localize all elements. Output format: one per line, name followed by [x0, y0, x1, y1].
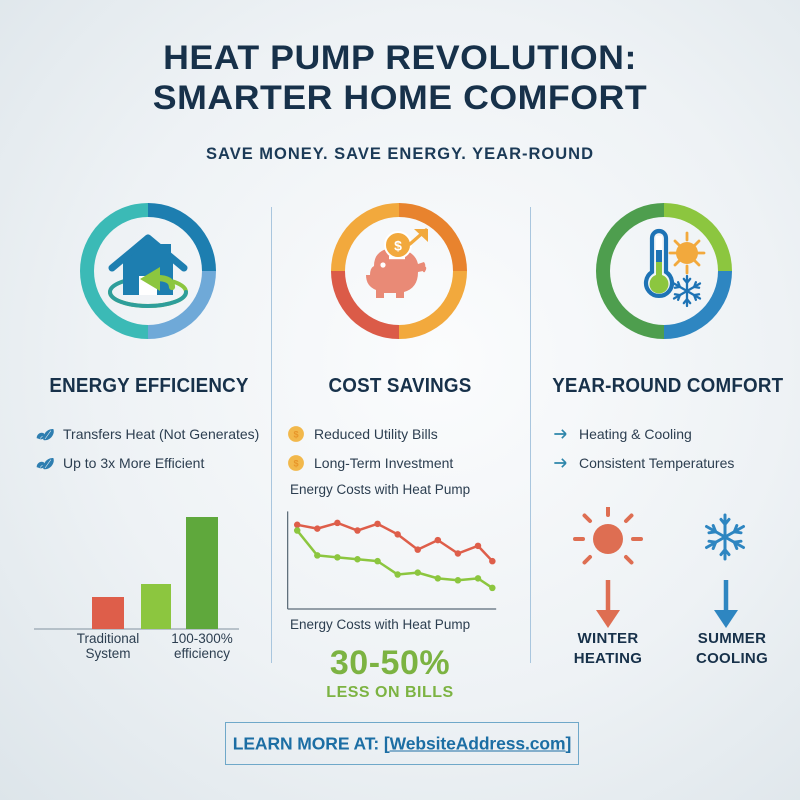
svg-text:efficiency: efficiency [174, 646, 230, 661]
svg-text:$: $ [293, 430, 298, 440]
svg-text:Traditional: Traditional [77, 631, 140, 646]
svg-text:100-300%: 100-300% [171, 631, 233, 646]
svg-text:System: System [85, 646, 130, 661]
svg-text:$: $ [394, 238, 402, 254]
svg-text:$: $ [293, 459, 298, 469]
